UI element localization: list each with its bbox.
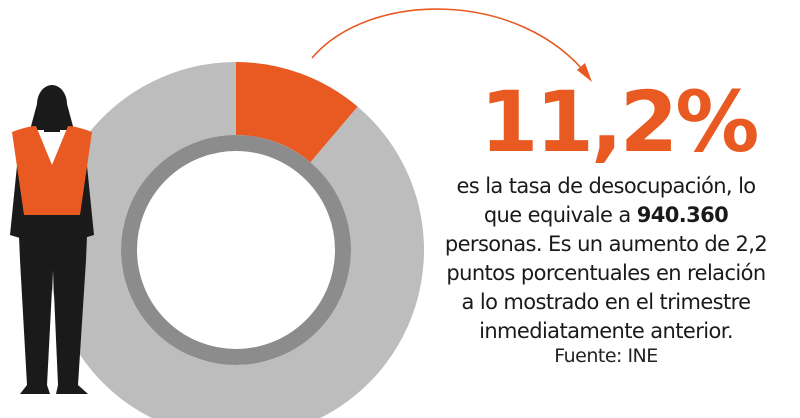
description-line: es la tasa de desocupación, lo xyxy=(456,174,756,198)
slice-highlight xyxy=(236,62,358,163)
source-label: Fuente: INE xyxy=(554,345,658,367)
description-line: personas. Es un aumento de 2,2 xyxy=(444,232,768,256)
slice-rest xyxy=(48,62,424,418)
inner-ring xyxy=(121,135,351,365)
description-line: puntos porcentuales en relación xyxy=(446,261,766,285)
description-line: a lo mostrado en el trimestre xyxy=(461,290,751,314)
persons-count: 940.360 xyxy=(636,203,729,227)
description-text: es la tasa de desocupación, lo que equiv… xyxy=(420,172,792,346)
arrowhead-icon xyxy=(577,63,592,82)
curved-arrow-icon xyxy=(311,8,589,77)
donut-slices xyxy=(48,62,424,418)
description-line: inmediatamente anterior. xyxy=(479,319,733,343)
description-line: que equivale a 940.360 xyxy=(483,203,729,227)
woman-top xyxy=(12,126,92,215)
unemployment-rate-value: 11,2% xyxy=(480,73,759,171)
